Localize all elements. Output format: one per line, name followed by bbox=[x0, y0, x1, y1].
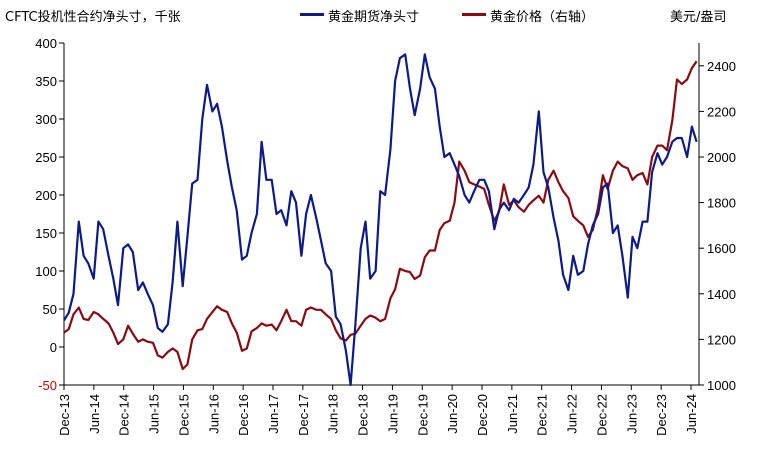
right-tick-label: 1200 bbox=[707, 332, 736, 347]
x-tick-label: Dec-16 bbox=[236, 394, 251, 436]
legend-swatch-gold-price bbox=[462, 13, 486, 16]
x-tick-label: Dec-21 bbox=[535, 394, 550, 436]
left-tick-label: 300 bbox=[35, 112, 57, 127]
right-tick-label: 1400 bbox=[707, 287, 736, 302]
x-tick-label: Jun-24 bbox=[684, 394, 699, 434]
x-tick-label: Jun-21 bbox=[505, 394, 520, 434]
right-tick-label: 1600 bbox=[707, 241, 736, 256]
x-tick-label: Jun-19 bbox=[385, 394, 400, 434]
left-tick-label: 250 bbox=[35, 150, 57, 165]
left-tick-label: 100 bbox=[35, 264, 57, 279]
right-axis-unit: 美元/盎司 bbox=[670, 10, 727, 25]
left-axis-title: CFTC投机性合约净头寸，千张 bbox=[5, 10, 181, 25]
x-tick-label: Jun-14 bbox=[87, 394, 102, 434]
legend-swatch-futures bbox=[300, 13, 324, 16]
left-tick-label: -50 bbox=[38, 378, 57, 393]
x-tick-label: Dec-23 bbox=[654, 394, 669, 436]
left-tick-label: 150 bbox=[35, 226, 57, 241]
x-tick-label: Dec-18 bbox=[356, 394, 371, 436]
x-tick-label: Jun-15 bbox=[147, 394, 162, 434]
series-line-futures bbox=[63, 53, 698, 387]
x-tick-label: Jun-23 bbox=[624, 394, 639, 434]
right-tick-label: 2000 bbox=[707, 150, 736, 165]
right-tick-label: 1800 bbox=[707, 196, 736, 211]
x-tick-label: Dec-14 bbox=[117, 394, 132, 436]
x-tick-label: Dec-19 bbox=[415, 394, 430, 436]
x-tick-label: Dec-13 bbox=[57, 394, 72, 436]
left-tick-label: 50 bbox=[43, 302, 57, 317]
legend-label-gold-price: 黄金价格（右轴） bbox=[490, 10, 595, 25]
x-tick-label: Dec-22 bbox=[594, 394, 609, 436]
left-tick-label: 0 bbox=[50, 340, 57, 355]
x-tick-label: Dec-20 bbox=[475, 394, 490, 436]
left-y-ticks: -50 0 50 100 150 200 250 300 350 400 bbox=[35, 36, 64, 393]
x-tick-label: Dec-17 bbox=[296, 394, 311, 436]
left-tick-label: 200 bbox=[35, 188, 57, 203]
x-ticks: Dec-13 Jun-14 Dec-14 Jun-15 Dec-15 Jun-16 Dec-… bbox=[57, 385, 699, 436]
right-tick-label: 2200 bbox=[707, 104, 736, 119]
series-line-gold-price bbox=[63, 60, 698, 371]
x-tick-label: Jun-18 bbox=[326, 394, 341, 434]
x-tick-label: Jun-20 bbox=[445, 394, 460, 434]
right-tick-label: 2400 bbox=[707, 59, 736, 74]
x-tick-label: Dec-15 bbox=[176, 394, 191, 436]
left-tick-label: 350 bbox=[35, 74, 57, 89]
legend-label-futures: 黄金期货净头寸 bbox=[328, 10, 420, 25]
x-tick-label: Jun-16 bbox=[206, 394, 221, 434]
right-y-ticks: 1000 1200 1400 1600 1800 2000 2200 2400 bbox=[699, 59, 736, 393]
x-tick-label: Jun-22 bbox=[565, 394, 580, 434]
right-tick-label: 1000 bbox=[707, 378, 736, 393]
x-tick-label: Jun-17 bbox=[266, 394, 281, 434]
left-tick-label: 400 bbox=[35, 36, 57, 51]
